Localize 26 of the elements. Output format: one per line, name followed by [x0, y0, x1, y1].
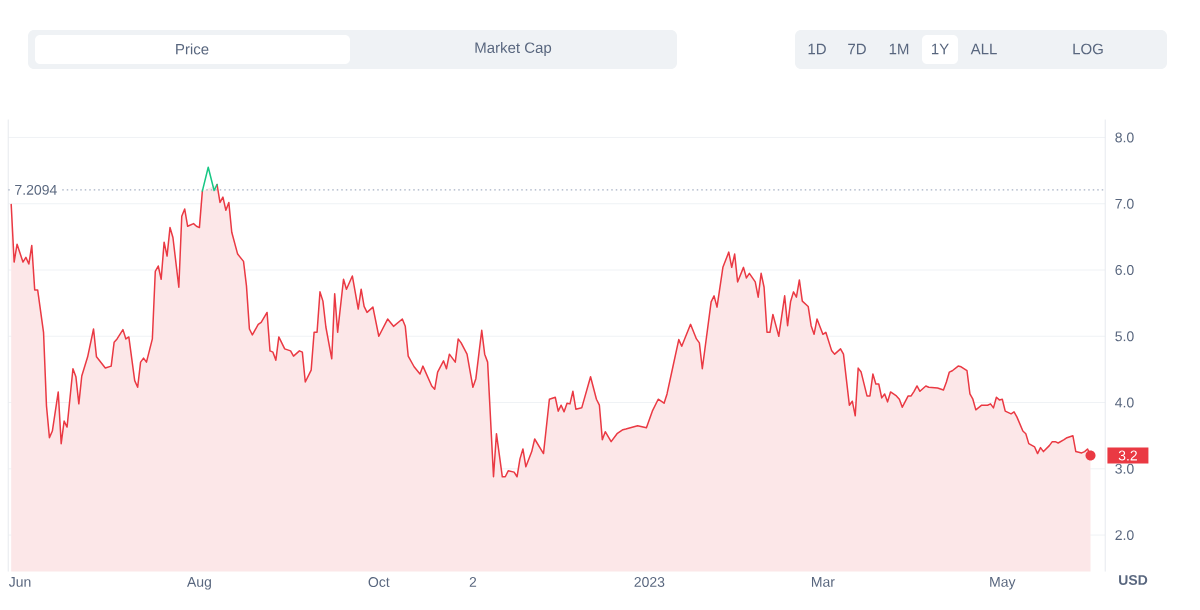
text: LOG	[1073, 43, 1103, 55]
x-tick-label: May	[990, 577, 1016, 590]
text: 7D	[848, 43, 866, 55]
y-tick-label: 2.0	[1115, 530, 1134, 541]
x-tick-label: 2023	[634, 577, 665, 587]
annotation: 3.2	[1118, 450, 1137, 461]
text: 1Y	[931, 43, 949, 55]
text: 1D	[808, 43, 826, 55]
text: Price	[176, 43, 209, 55]
y-tick-label: 4.0	[1115, 397, 1134, 408]
x-tick-label: Aug	[186, 577, 211, 590]
line-series	[201, 166, 218, 192]
text: 1M	[889, 43, 909, 55]
y-tick-label: 5.0	[1115, 331, 1134, 342]
y-tick-label: 6.0	[1115, 265, 1134, 275]
x-tick-label: Mar	[811, 577, 835, 587]
x-tick-label: 2	[469, 577, 477, 587]
text: Market Cap	[475, 42, 552, 56]
text: ALL	[970, 43, 997, 55]
x-tick-label: Oct	[368, 577, 390, 587]
y-tick-label: 8.0	[1115, 132, 1134, 143]
x-tick-label: Jun	[8, 577, 31, 587]
ref-line-label: 7.2094	[15, 184, 57, 195]
y-tick-label: 7.0	[1115, 198, 1134, 209]
y-axis-title: USD	[1119, 575, 1148, 585]
y-tick-label: 3.0	[1115, 463, 1134, 474]
